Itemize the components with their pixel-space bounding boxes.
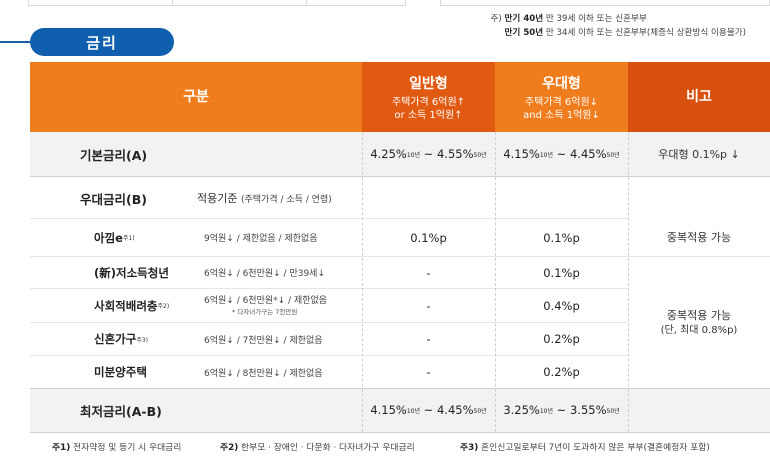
pref-item-name: 아낌e 주1) (94, 230, 135, 245)
pref-item-criteria: 6억원↓ / 7천만원↓ / 제한없음 (204, 335, 323, 346)
min-rate-preferred: 3.25% 10년 ~ 3.55% 50년 (503, 403, 620, 417)
base-rate-general: 4.25% 10년 ~ 4.55% 50년 (370, 147, 487, 161)
pref-item-name: 사회적배려층 주2) (94, 298, 170, 313)
row-divider (30, 388, 770, 389)
pref-item-general: - (426, 332, 431, 346)
pref-item-criteria: 6억원↓ / 6천만원*↓ / 제한없음 (204, 295, 328, 306)
pref-item-name: (新)저소득청년 (94, 265, 169, 280)
header-category: 구분 (30, 62, 362, 132)
criteria-header: 적용기준 (주택가격 / 소득 / 연령) (197, 192, 332, 205)
row-divider (628, 256, 770, 257)
footnote-3: 주3) 혼인신고일로부터 7년이 도과하지 않은 부부(결혼예정자 포함) (460, 443, 710, 453)
column-divider (495, 132, 496, 432)
base-rate-label: 기본금리(A) (80, 147, 148, 163)
base-rate-note: 우대형 0.1%p ↓ (658, 147, 740, 161)
section-tag: 금리 (30, 28, 174, 56)
section-tag-line (0, 41, 40, 43)
column-divider (362, 132, 363, 432)
preferential-rate-label: 우대금리(B) (80, 191, 147, 207)
pref-item-general: - (426, 265, 431, 280)
header-remarks: 비고 (628, 62, 770, 132)
base-rate-preferred: 4.15% 10년 ~ 4.45% 50년 (503, 147, 620, 161)
min-rate-general: 4.15% 10년 ~ 4.45% 50년 (370, 403, 487, 417)
pref-item-general: - (426, 298, 431, 313)
pref-item-preferred: 0.2%p (543, 332, 580, 346)
pref-item-criteria: 6억원↓ / 8천만원↓ / 제한없음 (204, 368, 323, 379)
min-rate-label: 최저금리(A-B) (80, 403, 162, 419)
min-rate-row-bg (30, 388, 770, 432)
pref-note-a: 중복적용 가능 (666, 231, 732, 244)
header-preferred-type: 우대형 주택가격 6억원↓ and 소득 1억원↓ (495, 62, 628, 132)
row-divider (30, 218, 628, 219)
pref-item-criteria: 6억원↓ / 6천만원↓ / 만39세↓ (204, 269, 325, 279)
footnote-1: 주1) 전자약정 및 등기 시 우대금리 (52, 443, 182, 453)
pref-item-preferred: 0.2%p (543, 365, 580, 379)
pref-item-general: 0.1%p (410, 230, 447, 245)
column-divider (628, 132, 629, 432)
row-divider (30, 256, 628, 257)
pref-note-b: 중복적용 가능 (단, 최대 0.8%p) (660, 308, 738, 336)
previous-table-divider (306, 0, 307, 6)
row-divider (30, 322, 628, 323)
pref-item-criteria: 9억원↓ / 제한없음 / 제한없음 (204, 234, 318, 244)
maturity-notes: 주) 만기 40년 만 39세 이하 또는 신혼부부 만기 50년 만 34세 … (490, 14, 746, 38)
pref-item-preferred: 0.4%p (543, 298, 580, 313)
footnote-2: 주2) 한부모 · 장애인 · 다문화 · 다자녀가구 우대금리 (220, 443, 415, 453)
base-rate-row-bg (30, 132, 770, 176)
table-bottom (30, 432, 770, 433)
row-divider (30, 176, 770, 177)
previous-table-divider (172, 0, 173, 6)
previous-table-edge (440, 0, 770, 6)
row-divider (30, 355, 628, 356)
pref-item-name: 신혼가구 주3) (94, 332, 149, 346)
pref-item-preferred: 0.1%p (543, 265, 580, 280)
pref-item-general: - (426, 365, 431, 379)
pref-item-criteria-note: * 다자녀가구는 7천만원 (232, 308, 298, 316)
row-divider (30, 288, 628, 289)
pref-item-name: 미분양주택 (94, 365, 147, 379)
pref-item-preferred: 0.1%p (543, 230, 580, 245)
header-general-type: 일반형 주택가격 6억원↑ or 소득 1억원↑ (362, 62, 495, 132)
previous-table-edge (28, 0, 406, 6)
